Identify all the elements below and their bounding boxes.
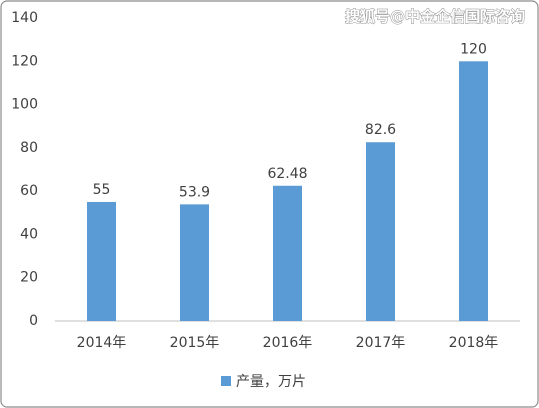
y-tick-label: 40 bbox=[20, 226, 38, 242]
y-tick-label: 120 bbox=[11, 53, 38, 69]
bar bbox=[273, 185, 302, 321]
bar bbox=[87, 201, 116, 321]
x-tick-label: 2017年 bbox=[356, 335, 406, 351]
data-label: 120 bbox=[460, 41, 487, 57]
data-label: 53.9 bbox=[179, 184, 210, 200]
y-tick-label: 80 bbox=[20, 140, 38, 156]
bar bbox=[366, 142, 395, 321]
y-tick-label: 140 bbox=[11, 10, 38, 26]
legend-swatch bbox=[221, 376, 231, 386]
data-label: 82.6 bbox=[365, 122, 396, 138]
bar bbox=[180, 204, 209, 321]
x-tick-label: 2014年 bbox=[77, 335, 127, 351]
x-tick-label: 2018年 bbox=[449, 335, 499, 351]
y-tick-label: 60 bbox=[20, 183, 38, 199]
y-tick-label: 20 bbox=[20, 270, 38, 286]
x-tick-label: 2015年 bbox=[170, 335, 220, 351]
y-tick-label: 100 bbox=[11, 97, 38, 113]
watermark: 搜狐号@中金企信国际咨询 bbox=[345, 8, 525, 26]
y-tick-label: 0 bbox=[29, 313, 38, 329]
legend-label: 产量，万片 bbox=[236, 374, 306, 390]
data-label: 62.48 bbox=[267, 166, 307, 182]
x-tick-label: 2016年 bbox=[263, 335, 313, 351]
data-label: 55 bbox=[93, 182, 111, 198]
bar bbox=[459, 61, 488, 322]
